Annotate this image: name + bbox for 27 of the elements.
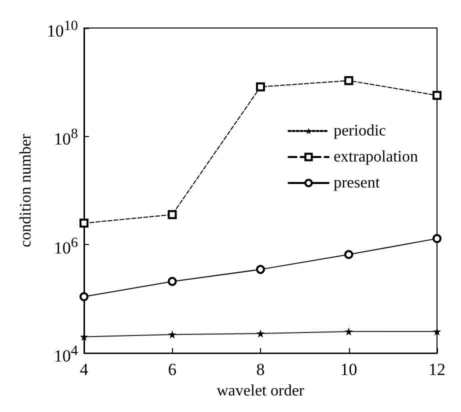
legend-label: present	[334, 174, 380, 192]
point	[256, 82, 265, 92]
point	[168, 210, 177, 220]
x-tick-label: 12	[428, 360, 446, 380]
point	[344, 250, 354, 260]
point	[80, 218, 88, 228]
point	[256, 330, 264, 338]
legend-label: periodic	[334, 122, 386, 140]
y-tick-label: 10$^{6}$	[54, 234, 78, 258]
point	[256, 264, 265, 274]
y-axis-title: condition number	[18, 133, 34, 248]
x-tick-label: 8	[256, 360, 265, 380]
point	[432, 90, 442, 100]
x-axis-title: wavelet order	[216, 382, 305, 400]
point	[344, 328, 353, 336]
x-tick-label: 6	[168, 360, 176, 380]
x-tick-label: 10	[340, 360, 358, 380]
y-tick-label: 10$^{8}$	[54, 125, 78, 150]
point	[168, 330, 176, 339]
point	[344, 76, 354, 86]
point	[432, 234, 442, 244]
point	[80, 292, 88, 302]
point	[168, 276, 177, 286]
legend-label: extrapolation	[334, 148, 418, 166]
x-tick-label: 4	[80, 360, 89, 380]
y-tick-label: 10$^{4}$	[54, 342, 78, 367]
y-tick-label: 10$^{10}$	[46, 17, 78, 42]
